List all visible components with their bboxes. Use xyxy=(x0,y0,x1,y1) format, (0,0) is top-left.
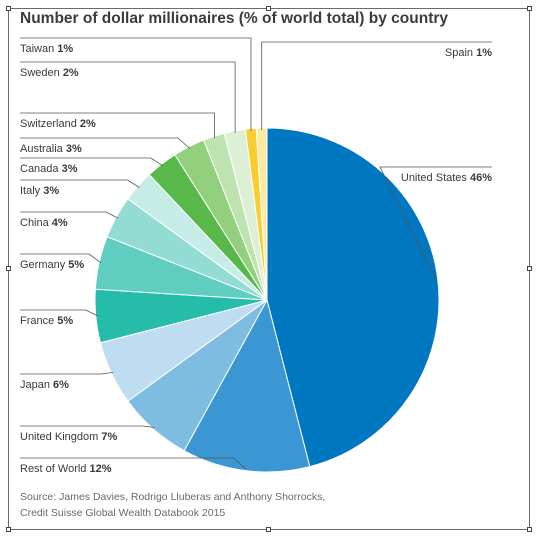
leader-line-rest-of-world xyxy=(20,457,246,469)
resize-handle-middle-left[interactable] xyxy=(6,266,11,271)
resize-handle-top-middle[interactable] xyxy=(266,6,271,11)
data-label-united-states: United States 46% xyxy=(401,172,492,184)
pie-slice-united-states xyxy=(266,127,440,468)
leader-line-taiwan xyxy=(20,37,252,131)
resize-handle-bottom-right[interactable] xyxy=(527,527,532,532)
data-label-spain: Spain 1% xyxy=(445,47,492,59)
resize-handle-middle-right[interactable] xyxy=(527,266,532,271)
data-label-australia: Australia 3% xyxy=(20,143,82,155)
resize-handle-bottom-left[interactable] xyxy=(6,527,11,532)
pie-slice-rest-of-world xyxy=(183,298,311,473)
resize-handle-top-right[interactable] xyxy=(527,6,532,11)
leader-line-china xyxy=(20,211,119,219)
data-label-taiwan: Taiwan 1% xyxy=(20,43,73,55)
data-label-sweden: Sweden 2% xyxy=(20,67,79,79)
leader-line-spain xyxy=(261,41,492,131)
data-label-france: France 5% xyxy=(20,315,73,327)
leader-line-sweden xyxy=(20,61,236,133)
leader-line-germany xyxy=(20,253,102,264)
leader-line-canada xyxy=(20,157,164,167)
chart-title: Number of dollar millionaires (% of worl… xyxy=(20,10,449,27)
leader-line-france xyxy=(20,309,98,317)
resize-handle-bottom-middle[interactable] xyxy=(266,527,271,532)
leader-line-united-kingdom xyxy=(20,425,155,428)
leader-line-switzerland xyxy=(20,112,215,139)
data-label-switzerland: Switzerland 2% xyxy=(20,118,96,130)
source-line-1: Source: James Davies, Rodrigo Lluberas a… xyxy=(20,491,326,503)
data-label-china: China 4% xyxy=(20,217,68,229)
data-label-rest-of-world: Rest of World 12% xyxy=(20,463,112,475)
data-label-japan: Japan 6% xyxy=(20,379,69,391)
leader-line-italy xyxy=(20,179,140,188)
leader-line-japan xyxy=(20,372,114,375)
resize-handle-top-left[interactable] xyxy=(6,6,11,11)
data-label-canada: Canada 3% xyxy=(20,163,78,175)
source-note: Source: James Davies, Rodrigo Lluberas a… xyxy=(20,489,325,521)
data-label-germany: Germany 5% xyxy=(20,259,84,271)
data-label-italy: Italy 3% xyxy=(20,185,59,197)
leader-line-united-states xyxy=(379,166,492,279)
data-label-united-kingdom: United Kingdom 7% xyxy=(20,431,117,443)
source-line-2: Credit Suisse Global Wealth Databook 201… xyxy=(20,507,226,519)
leader-line-australia xyxy=(20,137,191,149)
